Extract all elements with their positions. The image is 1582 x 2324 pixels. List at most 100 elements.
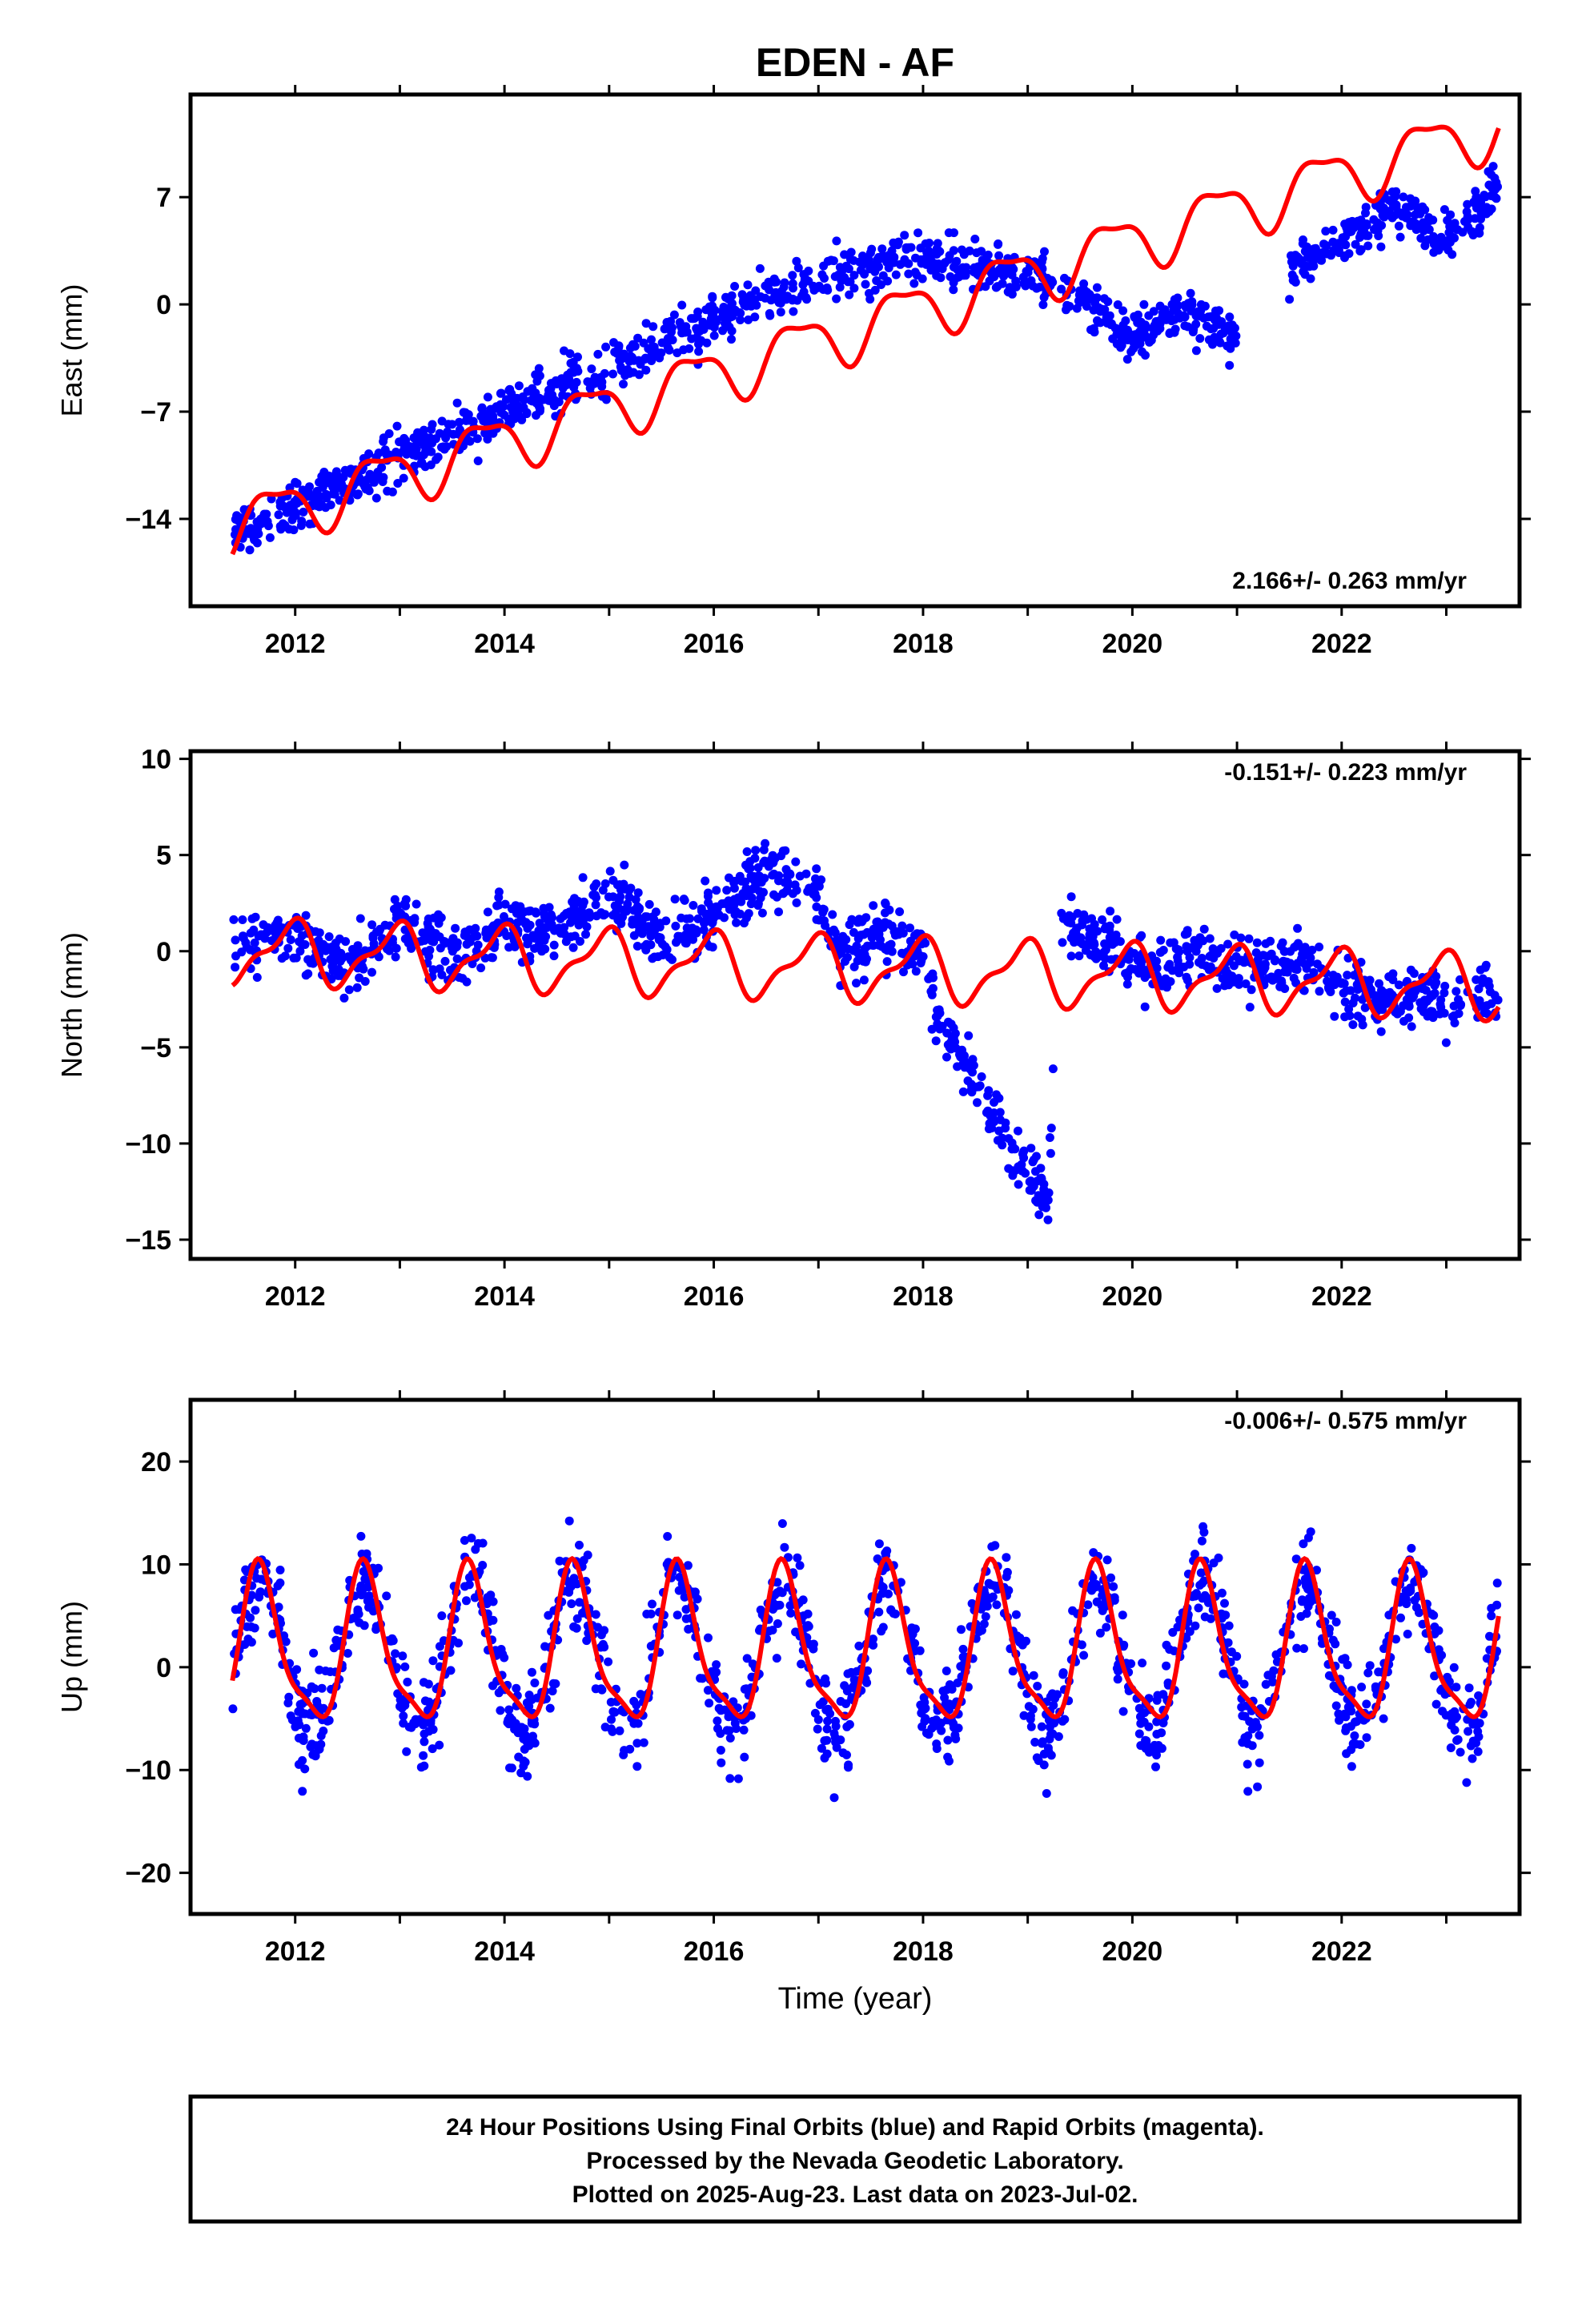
data-point — [528, 396, 537, 406]
data-point — [321, 1667, 331, 1675]
data-point — [736, 316, 745, 324]
data-point — [231, 525, 240, 534]
data-point — [359, 1566, 368, 1576]
data-point — [772, 1654, 781, 1663]
data-point — [587, 364, 596, 374]
data-point — [774, 907, 783, 917]
rate-label: -0.151+/- 0.223 mm/yr — [1224, 759, 1467, 786]
data-point — [371, 493, 381, 503]
data-point — [296, 521, 306, 530]
data-point — [765, 311, 775, 320]
data-point — [567, 1599, 576, 1609]
data-point — [336, 948, 346, 958]
y-axis-label: Up (mm) — [55, 1601, 88, 1713]
data-point — [1252, 938, 1262, 947]
data-point — [932, 1739, 942, 1749]
data-point — [1350, 1731, 1359, 1740]
data-point — [838, 1748, 848, 1758]
data-point — [524, 1691, 534, 1700]
data-point — [460, 931, 469, 940]
data-point — [721, 320, 730, 330]
data-point — [1136, 1712, 1145, 1722]
data-point — [1096, 307, 1105, 316]
data-point — [657, 939, 667, 949]
data-point — [789, 283, 797, 293]
data-point — [560, 923, 569, 932]
data-point — [900, 231, 909, 240]
data-point — [358, 1586, 367, 1596]
data-point — [1430, 988, 1439, 998]
data-point — [339, 472, 348, 482]
y-tick-label: 10 — [141, 1550, 171, 1580]
y-tick-label: 0 — [156, 937, 171, 967]
data-point — [1201, 961, 1211, 971]
data-point — [592, 911, 601, 921]
data-point — [1421, 986, 1431, 995]
data-point — [894, 930, 903, 939]
data-point — [821, 921, 830, 931]
data-point — [568, 360, 577, 369]
data-point — [957, 245, 966, 255]
data-point — [935, 1024, 945, 1034]
data-point — [836, 1735, 845, 1745]
data-point — [978, 258, 987, 267]
data-point — [1102, 1622, 1111, 1632]
data-point — [973, 1098, 982, 1108]
data-point — [619, 1750, 628, 1759]
data-point — [830, 271, 840, 281]
data-point — [998, 1140, 1007, 1150]
data-point — [663, 1532, 673, 1541]
data-point — [675, 1573, 685, 1582]
data-point — [1441, 1038, 1451, 1047]
data-point — [247, 1638, 256, 1647]
data-point — [737, 876, 746, 886]
data-point — [286, 935, 295, 944]
data-point — [1293, 923, 1303, 933]
data-point — [1456, 975, 1464, 984]
data-point — [484, 417, 493, 427]
data-point — [708, 943, 717, 952]
data-point — [822, 283, 832, 292]
footer-box — [188, 2094, 1522, 2224]
data-point — [1353, 216, 1363, 226]
data-point — [419, 1751, 428, 1760]
data-point — [1337, 979, 1347, 988]
data-point — [520, 1724, 529, 1734]
data-point — [1315, 943, 1324, 951]
data-point — [712, 1667, 721, 1677]
data-point — [681, 1605, 691, 1614]
data-point — [1300, 1574, 1310, 1584]
data-point — [256, 930, 266, 939]
data-point — [773, 1578, 782, 1587]
data-point — [963, 1076, 973, 1086]
data-point — [291, 477, 300, 487]
data-point — [977, 1626, 986, 1635]
data-point — [882, 258, 892, 267]
data-point — [455, 417, 464, 427]
data-point — [607, 1715, 616, 1724]
data-point — [677, 324, 687, 334]
data-point — [682, 914, 692, 923]
data-point — [1190, 935, 1199, 945]
data-point — [774, 871, 784, 880]
data-point — [1379, 1714, 1388, 1723]
data-point — [1144, 334, 1154, 344]
data-point — [681, 932, 691, 942]
data-point — [1456, 1747, 1465, 1757]
data-point — [1302, 1609, 1311, 1618]
data-point — [1018, 1166, 1027, 1176]
data-point — [990, 272, 999, 282]
data-point — [435, 932, 444, 942]
data-point — [1141, 351, 1150, 360]
x-tick-label: 2018 — [893, 1936, 954, 1967]
data-point — [884, 1589, 893, 1598]
data-point — [729, 883, 739, 893]
data-point — [1057, 284, 1066, 294]
data-point — [1306, 274, 1315, 283]
data-point — [1480, 963, 1490, 972]
data-point — [483, 907, 492, 917]
data-point — [1436, 995, 1446, 1004]
data-point — [786, 1608, 796, 1618]
y-tick-label: 10 — [141, 745, 171, 775]
data-point — [608, 1707, 618, 1716]
